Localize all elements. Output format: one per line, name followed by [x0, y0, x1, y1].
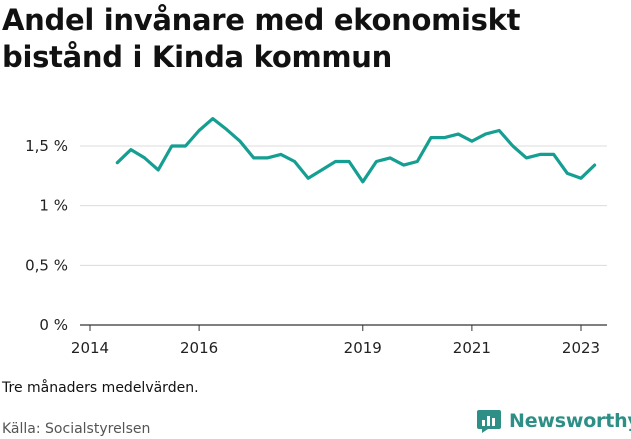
source-label: Källa: Socialstyrelsen [2, 421, 151, 437]
x-tick-label: 2021 [453, 339, 491, 357]
y-tick-label: 0 % [39, 316, 68, 334]
y-tick-label: 1,5 % [25, 137, 68, 155]
series [115, 116, 597, 184]
chart-note: Tre månaders medelvärden. [2, 380, 199, 396]
newsworthy-logo[interactable]: Newsworthy [476, 408, 631, 434]
x-tick-label: 2014 [71, 339, 109, 357]
series-line [115, 116, 597, 184]
chart-title: Andel invånare med ekonomiskt bistånd i … [2, 3, 521, 74]
y-tick-label: 0,5 % [25, 256, 68, 274]
brand-name: Newsworthy [509, 410, 631, 432]
x-tick-label: 2016 [180, 339, 218, 357]
line-chart: 0 % 0,5 % 1 % 1,5 % 2014 2016 2019 2021 2023 [25, 116, 607, 357]
y-axis-labels: 0 % 0,5 % 1 % 1,5 % [25, 137, 68, 334]
x-axis: 2014 2016 2019 2021 2023 [71, 324, 607, 357]
gridlines [80, 145, 607, 266]
x-tick-label: 2023 [562, 339, 600, 357]
y-tick-label: 1 % [39, 197, 68, 215]
bar-chart-icon [477, 410, 501, 433]
x-tick-label: 2019 [344, 339, 382, 357]
